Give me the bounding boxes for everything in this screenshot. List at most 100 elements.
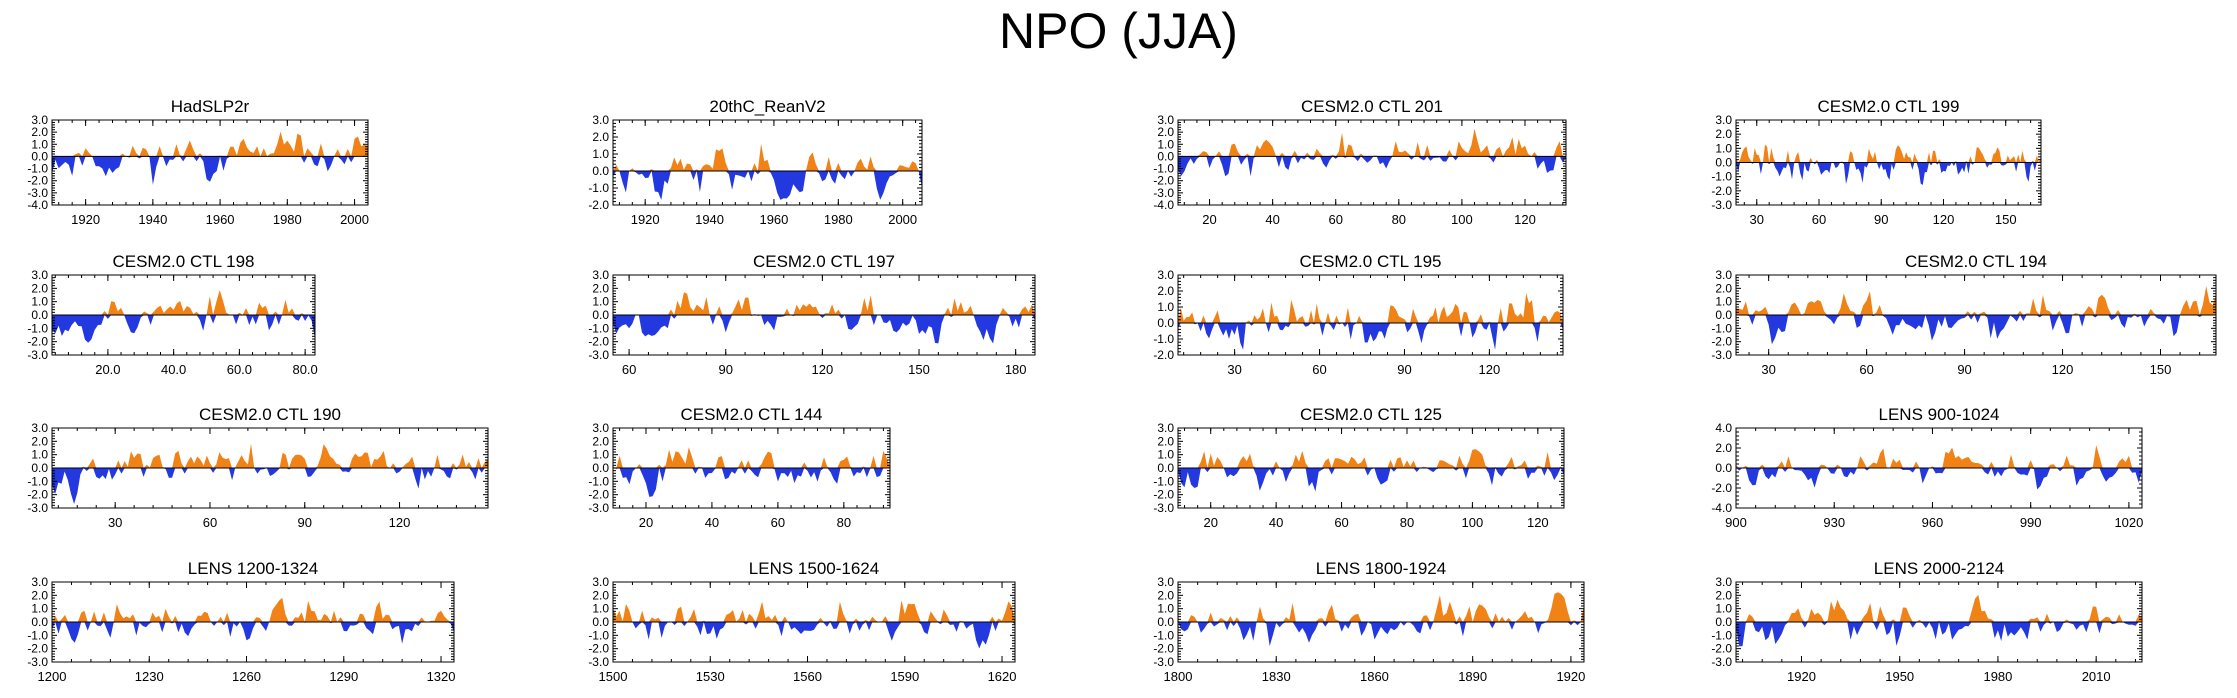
x-tick-label: 1940 xyxy=(138,212,167,227)
x-tick-label: 1020 xyxy=(2114,515,2143,530)
panel-title: LENS 2000-2124 xyxy=(1874,559,2004,578)
x-tick-label: 100 xyxy=(1451,212,1473,227)
y-tick-label: 1.0 xyxy=(1157,300,1174,314)
x-tick-label: 120 xyxy=(812,362,834,377)
x-tick-label: 1980 xyxy=(1983,669,2012,684)
y-tick-label: 3.0 xyxy=(1157,268,1174,282)
x-tick-label: 40 xyxy=(1265,212,1279,227)
x-tick-label: 90 xyxy=(1397,362,1411,377)
y-tick-label: 2.0 xyxy=(1715,281,1732,295)
x-tick-label: 30 xyxy=(1750,212,1764,227)
chart-panel: CESM2.0 CTL 201 3.02.01.00.0-1.0-2.0-3.0-… xyxy=(1153,97,1567,227)
x-tick-label: 1230 xyxy=(135,669,164,684)
y-tick-label: -4.0 xyxy=(1153,198,1174,212)
x-tick-label: 80 xyxy=(837,515,851,530)
y-tick-label: 1.0 xyxy=(1157,137,1174,151)
x-tick-label: 1960 xyxy=(206,212,235,227)
y-tick-label: 2.0 xyxy=(31,588,48,602)
y-tick-label: 2.0 xyxy=(31,434,48,448)
x-tick-label: 120 xyxy=(1514,212,1536,227)
y-tick-label: -2.0 xyxy=(1711,184,1732,198)
y-tick-label: -3.0 xyxy=(588,655,609,669)
y-tick-label: -1.0 xyxy=(27,162,48,176)
x-tick-label: 20 xyxy=(639,515,653,530)
x-tick-label: 20 xyxy=(1203,515,1217,530)
negative-area xyxy=(613,315,1035,344)
y-tick-label: -1.0 xyxy=(1711,170,1732,184)
x-tick-label: 990 xyxy=(2020,515,2042,530)
y-tick-label: 3.0 xyxy=(592,575,609,589)
y-tick-label: -3.0 xyxy=(1153,501,1174,515)
chart-panel: CESM2.0 CTL 197 3.02.01.00.0-1.0-2.0-3.0 6… xyxy=(588,252,1036,377)
chart-panel: CESM2.0 CTL 194 3.02.01.00.0-1.0-2.0-3.0 3… xyxy=(1711,252,2217,377)
negative-area xyxy=(1736,468,2142,490)
y-tick-label: 3.0 xyxy=(31,421,48,435)
y-tick-label: -1.0 xyxy=(27,474,48,488)
negative-area xyxy=(52,315,315,343)
chart-panel: LENS 1800-19243.02.01.00.0-1.0-2.0-3.018… xyxy=(1153,559,1585,684)
x-tick-label: 120 xyxy=(389,515,411,530)
positive-area xyxy=(52,131,368,157)
y-tick-label: 4.0 xyxy=(1715,421,1732,435)
x-tick-label: 40 xyxy=(1269,515,1283,530)
y-tick-label: -4.0 xyxy=(27,198,48,212)
plot-frame xyxy=(1177,119,1567,206)
x-tick-label: 60 xyxy=(1334,515,1348,530)
y-tick-label: 3.0 xyxy=(1715,113,1732,127)
panel-title: CESM2.0 CTL 199 xyxy=(1817,97,1959,116)
y-tick-label: 2.0 xyxy=(592,281,609,295)
positive-area xyxy=(613,600,1015,622)
positive-area xyxy=(613,143,922,171)
y-tick-label: -3.0 xyxy=(1711,655,1732,669)
y-tick-label: 2.0 xyxy=(1157,434,1174,448)
panel-title: CESM2.0 CTL 197 xyxy=(753,252,895,271)
chart-panel: CESM2.0 CTL 190 3.02.01.00.0-1.0-2.0-3.0 3… xyxy=(27,405,489,530)
y-tick-label: -2.0 xyxy=(588,488,609,502)
y-tick-label: -2.0 xyxy=(588,642,609,656)
panel-title: CESM2.0 CTL 190 xyxy=(199,405,341,424)
y-tick-label: -3.0 xyxy=(27,348,48,362)
panel-title: CESM2.0 CTL 198 xyxy=(112,252,254,271)
x-tick-label: 80.0 xyxy=(292,362,317,377)
x-tick-label: 1890 xyxy=(1458,669,1487,684)
y-tick-label: -1.0 xyxy=(588,321,609,335)
x-tick-label: 1800 xyxy=(1164,669,1193,684)
y-tick-label: 1.0 xyxy=(31,295,48,309)
y-tick-label: -3.0 xyxy=(588,348,609,362)
y-tick-label: 1.0 xyxy=(1157,602,1174,616)
positive-area xyxy=(52,290,315,315)
x-tick-label: 60 xyxy=(771,515,785,530)
y-tick-label: 0.0 xyxy=(31,308,48,322)
y-tick-label: 2.0 xyxy=(1715,441,1732,455)
y-tick-label: -3.0 xyxy=(27,655,48,669)
x-tick-label: 20 xyxy=(1202,212,1216,227)
negative-area xyxy=(52,468,488,504)
x-tick-label: 960 xyxy=(1922,515,1944,530)
y-tick-label: 0.0 xyxy=(592,615,609,629)
y-tick-label: -3.0 xyxy=(1711,198,1732,212)
y-tick-label: 1.0 xyxy=(592,147,609,161)
x-tick-label: 2010 xyxy=(2082,669,2111,684)
y-tick-label: 1.0 xyxy=(1715,602,1732,616)
x-tick-label: 1290 xyxy=(329,669,358,684)
y-tick-label: 2.0 xyxy=(592,130,609,144)
plot-frame xyxy=(1177,274,1564,356)
y-tick-label: 0.0 xyxy=(31,615,48,629)
x-tick-label: 30 xyxy=(1227,362,1241,377)
x-tick-label: 1980 xyxy=(824,212,853,227)
y-tick-label: -2.0 xyxy=(27,335,48,349)
y-tick-label: -1.0 xyxy=(1153,628,1174,642)
x-tick-label: 1320 xyxy=(427,669,456,684)
negative-area xyxy=(1736,162,2041,185)
y-tick-label: 3.0 xyxy=(1157,113,1174,127)
positive-area xyxy=(1736,594,2142,622)
y-tick-label: -4.0 xyxy=(1711,501,1732,515)
negative-area xyxy=(1178,468,1564,492)
x-tick-label: 1500 xyxy=(599,669,628,684)
y-tick-label: 0.0 xyxy=(592,461,609,475)
y-tick-label: 0.0 xyxy=(1715,156,1732,170)
positive-area xyxy=(613,447,890,468)
x-tick-label: 120 xyxy=(2052,362,2074,377)
y-tick-label: -1.0 xyxy=(27,321,48,335)
